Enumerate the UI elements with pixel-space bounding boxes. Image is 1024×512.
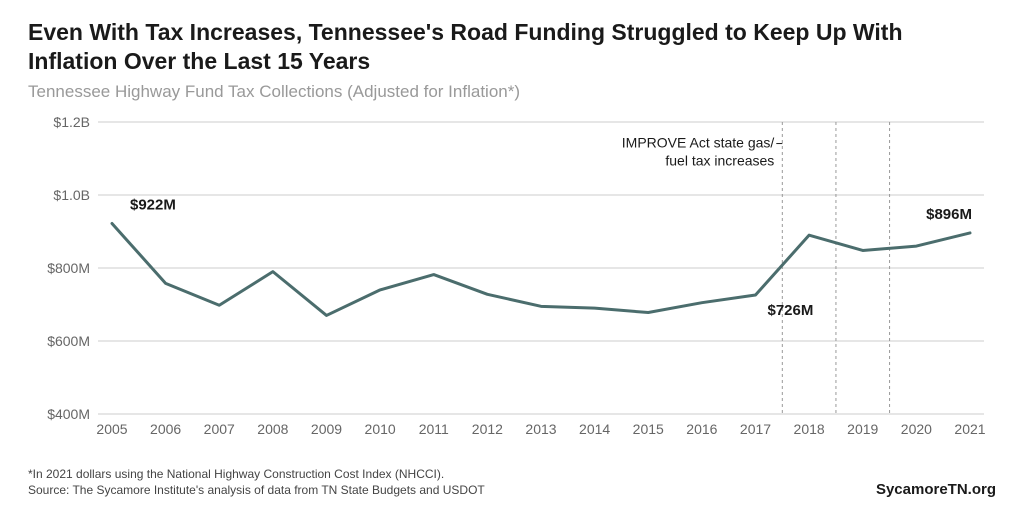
footnote-line-1: *In 2021 dollars using the National High… xyxy=(28,466,485,482)
footnote-line-2: Source: The Sycamore Institute's analysi… xyxy=(28,482,485,498)
series-line xyxy=(112,223,970,315)
y-tick-label: $1.2B xyxy=(53,114,90,130)
x-tick-label: 2010 xyxy=(365,421,396,437)
y-tick-label: $1.0B xyxy=(53,187,90,203)
x-tick-label: 2018 xyxy=(794,421,825,437)
x-tick-label: 2011 xyxy=(419,421,449,437)
x-tick-label: 2012 xyxy=(472,421,503,437)
chart-svg: $400M $600M $800M $1.0B $1.2B 2005 2006 2007 200… xyxy=(28,112,996,442)
x-tick-label: 2019 xyxy=(847,421,878,437)
x-tick-label: 2005 xyxy=(96,421,127,437)
data-point-label: $922M xyxy=(130,196,176,213)
x-tick-label: 2014 xyxy=(579,421,610,437)
x-tick-label: 2013 xyxy=(525,421,556,437)
footer: *In 2021 dollars using the National High… xyxy=(28,466,996,498)
x-tick-label: 2008 xyxy=(257,421,288,437)
x-tick-label: 2016 xyxy=(686,421,717,437)
footnote: *In 2021 dollars using the National High… xyxy=(28,466,485,498)
chart-subtitle: Tennessee Highway Fund Tax Collections (… xyxy=(28,82,996,102)
attribution: SycamoreTN.org xyxy=(876,481,996,498)
line-chart: $400M $600M $800M $1.0B $1.2B 2005 2006 2007 200… xyxy=(28,112,996,442)
data-point-label: $726M xyxy=(768,302,814,319)
x-tick-label: 2021 xyxy=(954,421,985,437)
data-point-label: $896M xyxy=(926,205,972,222)
x-tick-label: 2020 xyxy=(901,421,932,437)
x-tick-label: 2015 xyxy=(633,421,664,437)
y-tick-label: $400M xyxy=(47,406,90,422)
annotation-line-2: fuel tax increases xyxy=(665,152,774,168)
y-tick-label: $800M xyxy=(47,260,90,276)
x-tick-label: 2009 xyxy=(311,421,342,437)
x-tick-label: 2017 xyxy=(740,421,771,437)
y-tick-label: $600M xyxy=(47,333,90,349)
x-tick-label: 2007 xyxy=(204,421,235,437)
annotation-line-1: IMPROVE Act state gas/ xyxy=(622,134,775,150)
x-tick-label: 2006 xyxy=(150,421,181,437)
chart-title: Even With Tax Increases, Tennessee's Roa… xyxy=(28,18,996,76)
